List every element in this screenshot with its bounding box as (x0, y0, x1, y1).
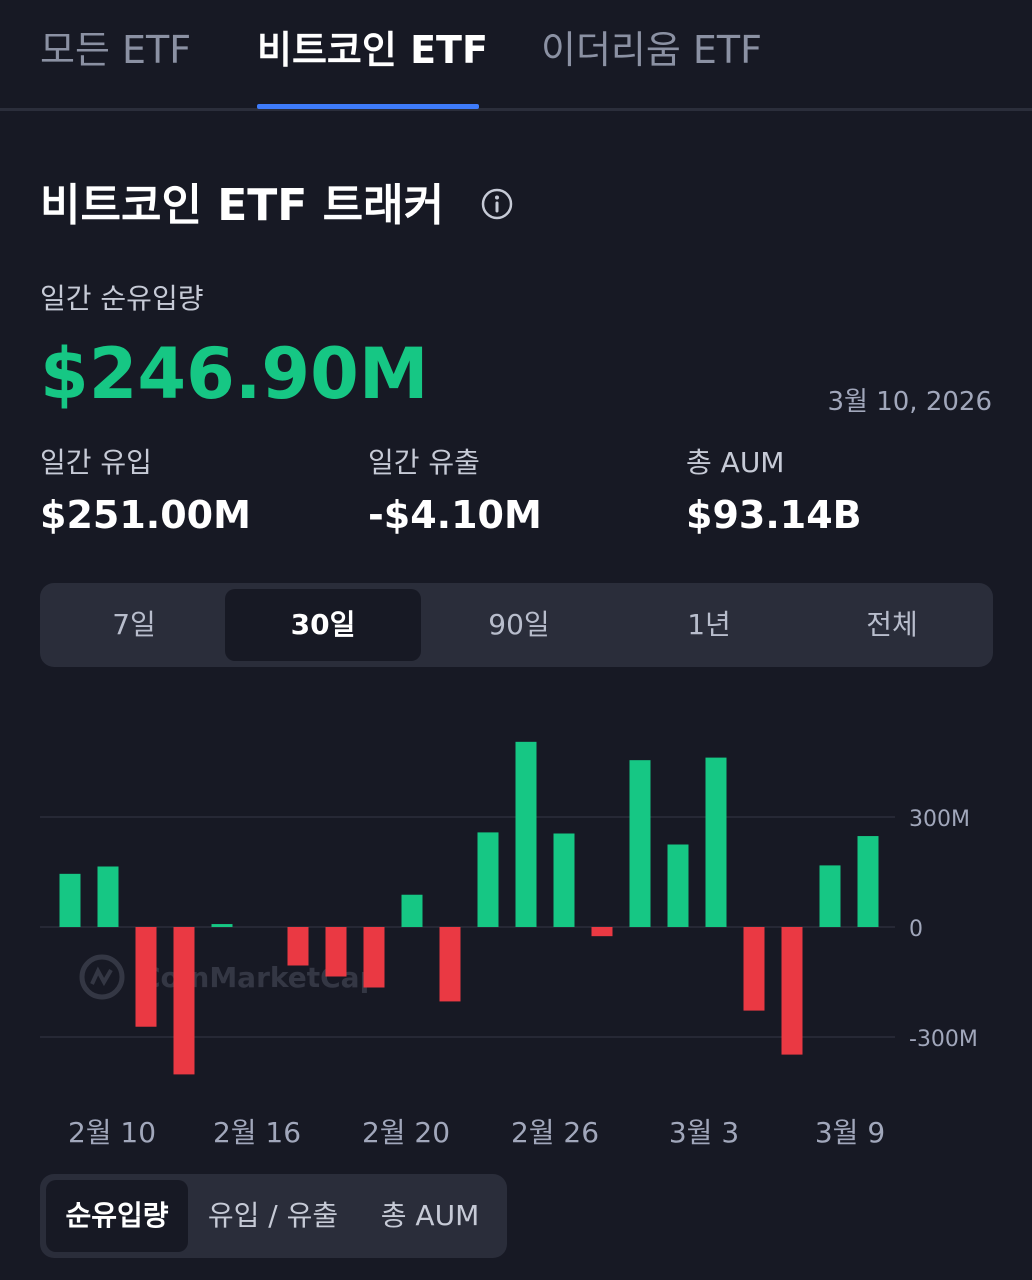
x-tick-label: 2월 20 (362, 1116, 450, 1149)
y-tick-label: 0 (909, 917, 923, 942)
tab-bitcoin-etf[interactable]: 비트코인 ETF (257, 28, 488, 72)
inflow-bar[interactable] (97, 866, 119, 928)
outflow-bar[interactable] (173, 927, 195, 1075)
inflow-bar[interactable] (857, 836, 879, 927)
outflow-bar[interactable] (781, 927, 803, 1055)
inflow-bar[interactable] (211, 924, 233, 927)
outflow-value: -$4.10M (368, 493, 542, 537)
net-flow-label: 일간 순유입량 (40, 282, 204, 315)
y-tick-label: 300M (909, 807, 970, 832)
y-tick-label: -300M (909, 1027, 978, 1052)
inflow-bar[interactable] (705, 757, 727, 927)
inflow-bar[interactable] (667, 844, 689, 928)
aum-value: $93.14B (686, 493, 862, 537)
inflow-value: $251.00M (40, 493, 251, 537)
inflow-label: 일간 유입 (40, 446, 152, 479)
inflow-bar[interactable] (401, 894, 423, 927)
x-tick-label: 3월 3 (669, 1116, 739, 1149)
outflow-bar[interactable] (743, 927, 765, 1011)
outflow-bar[interactable] (591, 927, 613, 937)
data-date: 3월 10, 2026 (827, 387, 992, 417)
outflow-bar[interactable] (439, 927, 461, 1002)
x-tick-label: 2월 16 (213, 1116, 301, 1149)
metric-net-flow-button[interactable]: 순유입량 (46, 1180, 188, 1252)
outflow-label: 일간 유출 (368, 446, 480, 479)
inflow-bar[interactable] (59, 873, 81, 927)
x-tick-label: 2월 26 (511, 1116, 599, 1149)
x-tick-label: 2월 10 (68, 1116, 156, 1149)
info-circle-icon[interactable] (481, 188, 513, 220)
range-30d-button[interactable]: 30일 (225, 589, 421, 661)
page-title: 비트코인 ETF 트래커 (40, 180, 445, 231)
outflow-bar[interactable] (325, 927, 347, 977)
inflow-bar[interactable] (515, 741, 537, 927)
outflow-bar[interactable] (135, 927, 157, 1027)
metric-selector: 순유입량 유입 / 유출 총 AUM (40, 1174, 507, 1258)
net-flow-value: $246.90M (40, 333, 429, 415)
aum-label: 총 AUM (686, 446, 785, 479)
outflow-bar[interactable] (363, 927, 385, 988)
range-all-button[interactable]: 전체 (866, 608, 918, 641)
inflow-bar[interactable] (819, 865, 841, 927)
inflow-bar[interactable] (629, 760, 651, 927)
etf-tabs: 모든 ETF 비트코인 ETF 이더리움 ETF (0, 0, 1032, 111)
tab-all-etf[interactable]: 모든 ETF (40, 28, 192, 72)
x-tick-label: 3월 9 (815, 1116, 885, 1149)
range-selector: 7일 30일 90일 1년 전체 (40, 583, 993, 667)
metric-total-aum-button[interactable]: 총 AUM (380, 1199, 480, 1232)
metric-inflow-outflow-button[interactable]: 유입 / 유출 (207, 1199, 339, 1232)
outflow-bar[interactable] (287, 927, 309, 966)
range-1y-button[interactable]: 1년 (687, 608, 731, 641)
range-7d-button[interactable]: 7일 (112, 608, 156, 641)
range-90d-button[interactable]: 90일 (488, 608, 550, 641)
inflow-bar[interactable] (477, 832, 499, 927)
inflow-bar[interactable] (553, 833, 575, 928)
tab-ethereum-etf[interactable]: 이더리움 ETF (541, 28, 762, 72)
active-tab-indicator (257, 104, 479, 109)
